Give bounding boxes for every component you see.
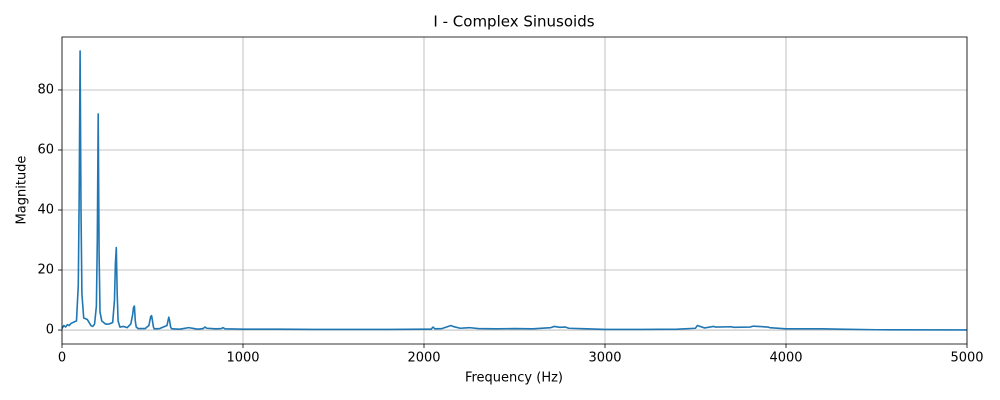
y-tick-label: 60 (37, 142, 54, 157)
x-axis-label: Frequency (Hz) (465, 371, 563, 386)
x-tick-label: 5000 (950, 351, 983, 366)
x-tick-label: 2000 (407, 351, 440, 366)
x-tick-label: 0 (58, 351, 66, 366)
y-tick-label: 80 (37, 82, 54, 97)
y-axis-label: Magnitude (15, 156, 30, 225)
x-tick-label: 1000 (226, 351, 259, 366)
chart-title: I - Complex Sinusoids (433, 13, 594, 31)
x-tick-label: 3000 (588, 351, 621, 366)
line-series (61, 50, 968, 331)
y-tick-label: 20 (37, 263, 54, 278)
y-tick-label: 0 (46, 323, 54, 338)
x-tick-label: 4000 (769, 351, 802, 366)
y-tick-label: 40 (37, 203, 54, 218)
plot-frame (61, 36, 968, 345)
